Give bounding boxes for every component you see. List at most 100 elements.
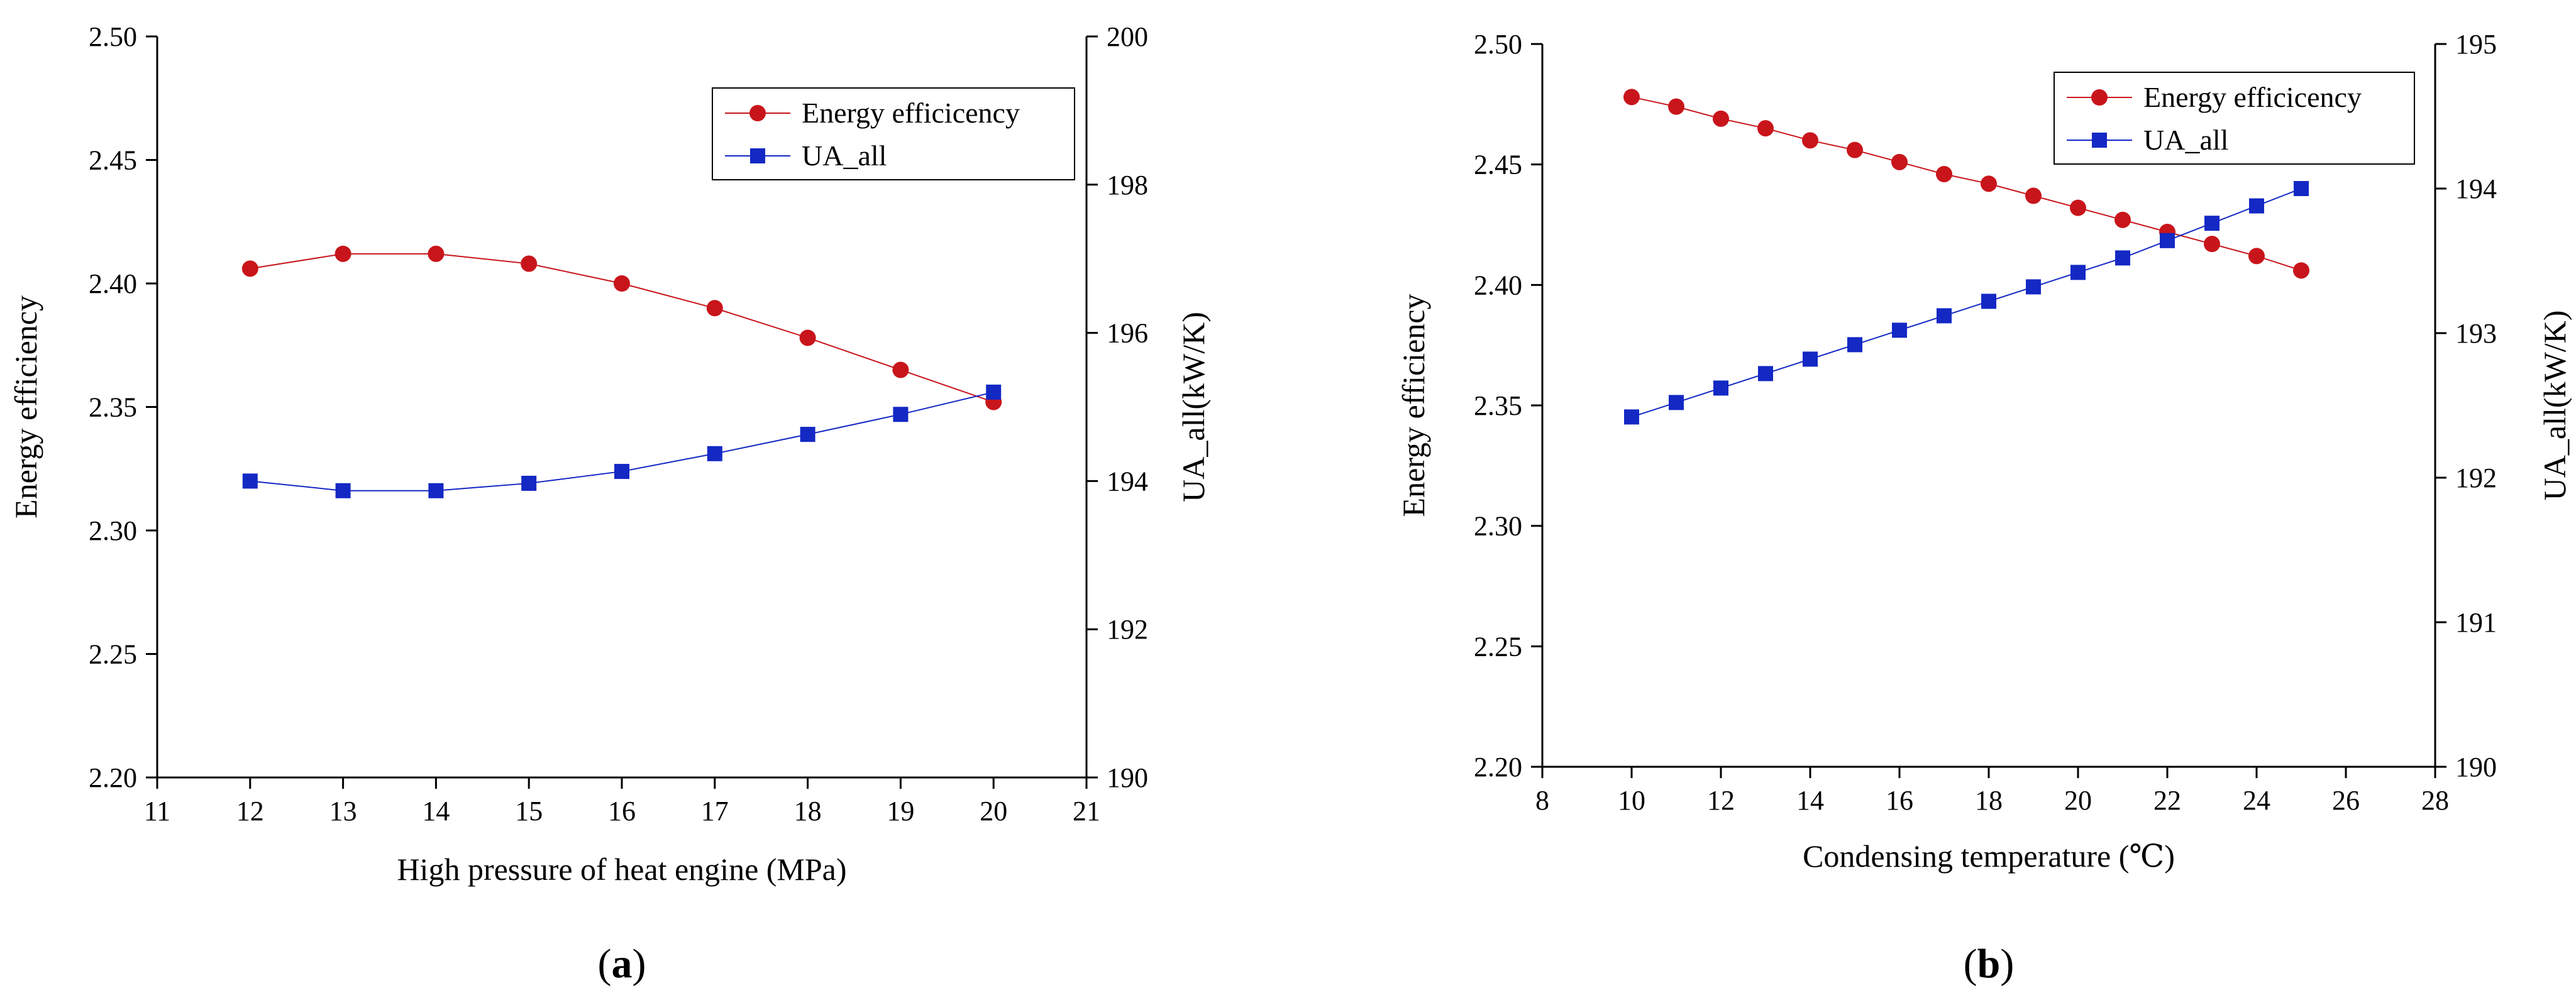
- panel-b-series-1-point: [1758, 366, 1773, 382]
- panel-a-x-tick-label: 17: [701, 796, 729, 827]
- panel-b-series-1-point: [1713, 380, 1728, 396]
- panel-a-series-0-point: [521, 255, 538, 272]
- panel-a-y-tick-label: 2.35: [89, 392, 137, 423]
- panel-b-y-tick-label: 2.30: [1474, 511, 1522, 542]
- panel-b-y-tick-label: 2.50: [1474, 29, 1522, 60]
- panel-a-legend-marker-1: [750, 148, 765, 163]
- panel-b-series-1-point: [2294, 181, 2309, 196]
- panel-b-chart: 8 10 12 14 16 18 20 22 24 26 28 2.20 2.25 2.30 2.35 2.4…: [1396, 29, 2572, 987]
- panel-a-x-tick-label: 12: [236, 796, 264, 827]
- panel-b-series-1-point: [1669, 395, 1684, 410]
- panel-b-y2-tick-label: 192: [2455, 463, 2497, 493]
- panel-b-series-0-point: [1891, 153, 1908, 170]
- panel-b-x-tick-label: 10: [1618, 785, 1645, 816]
- panel-b-legend-label-0: Energy efficicency: [2143, 81, 2362, 113]
- panel-a-y-tick-label: 2.25: [89, 639, 137, 670]
- panel-a-series-1-point: [242, 473, 258, 489]
- panel-b-y2-tick-label: 191: [2455, 607, 2497, 638]
- panel-b-y2-tick-label: 194: [2455, 173, 2497, 204]
- panel-a-y-tick-label: 2.40: [89, 268, 137, 299]
- panel-b-legend-marker-1: [2092, 133, 2107, 148]
- panel-b-x-tick-label: 22: [2153, 785, 2181, 816]
- panel-b-x-tick-label: 8: [1535, 785, 1549, 816]
- panel-a-legend: [712, 87, 1075, 180]
- panel-b-series-1-point: [2070, 265, 2086, 280]
- panel-a-x-tick-label: 13: [329, 796, 357, 827]
- panel-b-series-1-point: [2160, 233, 2175, 248]
- panel-a-legend-label-0: Energy efficicency: [802, 97, 1020, 129]
- panel-b-x-tick-label: 18: [1975, 785, 2003, 816]
- panel-a-x-tick-label: 19: [887, 796, 914, 827]
- panel-b-series-1-point: [1937, 308, 1952, 324]
- panel-b-series-0-line: [1631, 96, 2302, 272]
- panel-b-x-tick-label: 12: [1707, 785, 1735, 816]
- panel-b-series-1-point: [1892, 322, 1907, 338]
- panel-b-x-axis-title: Condensing temperature (℃): [1803, 838, 2175, 874]
- panel-b-x-tick-label: 26: [2332, 785, 2360, 816]
- panel-a-series-1-point: [335, 483, 351, 498]
- panel-b-series-0-point: [1847, 141, 1863, 158]
- panel-a-x-tick-label: 16: [608, 796, 636, 827]
- panel-b-legend-label-1: UA_all: [2143, 124, 2228, 156]
- panel-a-series-1-point: [986, 384, 1002, 400]
- panel-b-series-1-point: [1981, 294, 1996, 309]
- panel-a-x-tick-label: 14: [422, 796, 450, 827]
- panel-b-y2-tick-label: 190: [2455, 752, 2497, 783]
- panel-a-legend-label-1: UA_all: [802, 140, 887, 172]
- panel-b-y-tick-label: 2.40: [1474, 270, 1522, 300]
- panel-b-series-1-point: [2115, 250, 2130, 266]
- panel-a-series-1-point: [707, 446, 722, 461]
- panel-b-series-1-point: [1624, 409, 1639, 425]
- panel-a-y2-tick-label: 192: [1107, 614, 1148, 645]
- panel-a-label: (a): [598, 941, 646, 987]
- panel-a-series-0-point: [614, 275, 630, 292]
- panel-a-series-1-point: [893, 407, 909, 422]
- panel-b-legend: [2054, 72, 2415, 165]
- panel-b-series-1-point: [2249, 198, 2264, 214]
- panel-b-y-tick-label: 2.20: [1474, 752, 1522, 783]
- panel-b-legend-marker-0: [2091, 89, 2108, 106]
- panel-a-y2-tick-label: 190: [1107, 762, 1148, 793]
- panel-a-x-tick-label: 18: [794, 796, 822, 827]
- panel-b-x-tick-label: 14: [1796, 785, 1824, 816]
- panel-a-x-axis-title: High pressure of heat engine (MPa): [397, 852, 846, 887]
- panel-b-y-tick-label: 2.45: [1474, 150, 1522, 180]
- panel-a-x-tick-label: 20: [980, 796, 1007, 827]
- panel-a-series-0-point: [799, 329, 816, 346]
- panel-b-y2-tick-label: 195: [2455, 29, 2497, 60]
- panel-a-y-axis-title: Energy efficiency: [8, 295, 43, 519]
- panel-b-series-0-point: [1981, 175, 1997, 192]
- panel-a-series-0-point: [892, 361, 909, 378]
- panel-b-series-0-point: [2293, 262, 2309, 279]
- panel-a-series-1-point: [800, 427, 815, 442]
- panel-a-y-tick-label: 2.45: [89, 145, 137, 176]
- panel-b-x-tick-label: 28: [2421, 785, 2449, 816]
- panel-b-series-0-point: [1757, 120, 1774, 137]
- panel-b-y-tick-label: 2.35: [1474, 390, 1522, 421]
- panel-b-y-tick-label: 2.25: [1474, 631, 1522, 662]
- panel-a-chart: 11 12 13 14 15 16 17 18 19 20 21 2.20 2.25 2.30 2.35 2.…: [8, 21, 1211, 987]
- panel-a-y-tick-label: 2.20: [89, 762, 137, 793]
- panel-a-series-0-point: [706, 300, 723, 317]
- panel-b-series-1-point: [2204, 216, 2219, 231]
- panel-b-series-1-point: [1803, 351, 1818, 367]
- panel-b-series-0-point: [1936, 166, 1952, 182]
- panel-b-series-1-point: [2026, 279, 2041, 295]
- panel-b-series-1-line: [1631, 188, 2302, 418]
- panel-a-x-tick-label: 15: [515, 796, 543, 827]
- panel-b-series-0-point: [1668, 98, 1684, 115]
- panel-a-y-tick-label: 2.50: [89, 21, 137, 52]
- panel-a-y-tick-label: 2.30: [89, 515, 137, 546]
- panel-b-series-0-point: [2070, 199, 2086, 216]
- panel-a-x-tick-label: 11: [144, 796, 170, 827]
- panel-b-x-tick-label: 16: [1886, 785, 1913, 816]
- panel-b-series-0-point: [2204, 236, 2220, 253]
- panel-b-series-1-point: [1847, 337, 1862, 353]
- panel-b-series-0-point: [1713, 110, 1729, 127]
- panel-b-label: (b): [1964, 941, 2015, 987]
- panel-a-y2-tick-label: 194: [1107, 466, 1148, 497]
- panel-b-y2-tick-label: 193: [2455, 318, 2497, 349]
- panel-a-series-0-point: [334, 245, 351, 262]
- panel-b-series-0-point: [2248, 248, 2265, 265]
